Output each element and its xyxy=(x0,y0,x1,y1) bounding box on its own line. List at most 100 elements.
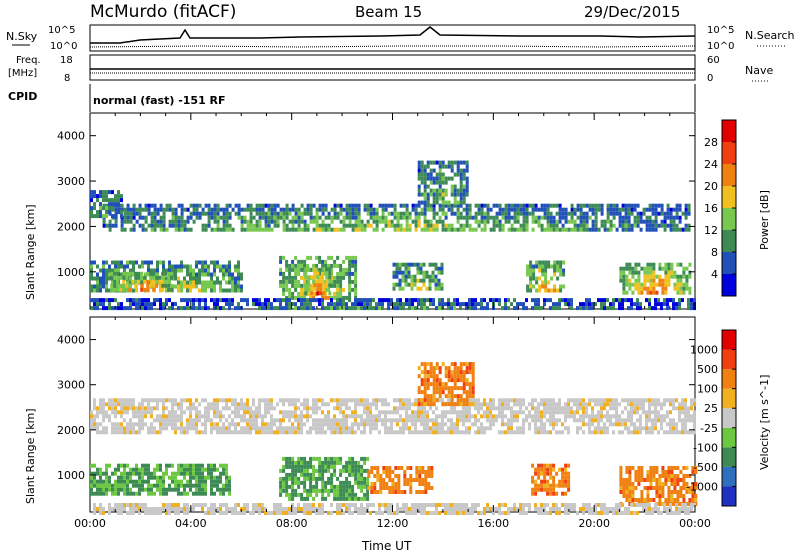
echo-cell xyxy=(685,282,689,287)
echo-cell xyxy=(657,418,660,423)
echo-cell xyxy=(396,298,399,303)
echo-cell xyxy=(672,215,676,220)
echo-cell xyxy=(399,203,403,208)
echo-cell xyxy=(144,479,147,484)
echo-cell xyxy=(444,203,448,208)
echo-cell xyxy=(649,470,653,474)
echo-cell xyxy=(559,268,563,273)
echo-cell xyxy=(183,276,186,281)
echo-cell xyxy=(357,496,361,501)
echo-cell xyxy=(541,264,545,269)
echo-cell xyxy=(246,398,249,403)
echo-cell xyxy=(150,483,153,488)
echo-cell xyxy=(456,219,460,224)
echo-cell xyxy=(652,470,656,474)
echo-cell xyxy=(639,414,642,419)
station-title: McMurdo (fitACF) xyxy=(90,2,236,22)
echo-cell xyxy=(219,479,222,484)
echo-cell xyxy=(207,410,210,415)
echo-cell xyxy=(553,284,557,289)
echo-cell xyxy=(415,478,419,482)
echo-cell xyxy=(424,486,428,490)
echo-cell xyxy=(264,410,267,415)
echo-cell xyxy=(300,430,303,435)
echo-cell xyxy=(427,482,431,486)
echo-cell xyxy=(531,227,535,232)
echo-cell xyxy=(394,482,398,486)
echo-cell xyxy=(357,402,360,407)
echo-cell xyxy=(430,486,434,490)
echo-cell xyxy=(690,430,693,435)
echo-cell xyxy=(300,219,304,224)
echo-cell xyxy=(119,275,123,280)
echo-cell xyxy=(342,215,346,220)
echo-cell xyxy=(423,398,427,403)
echo-cell xyxy=(279,410,282,415)
echo-cell xyxy=(285,203,289,208)
echo-cell xyxy=(393,418,396,423)
echo-cell xyxy=(513,398,516,403)
echo-cell xyxy=(456,160,460,165)
echo-cell xyxy=(513,211,517,216)
echo-cell xyxy=(240,227,244,232)
echo-cell xyxy=(657,410,660,415)
echo-cell xyxy=(99,268,102,273)
echo-cell xyxy=(303,402,306,407)
echo-cell xyxy=(180,211,184,216)
echo-cell xyxy=(201,483,204,488)
echo-cell xyxy=(414,402,417,407)
echo-cell xyxy=(348,267,352,272)
echo-cell xyxy=(304,291,308,296)
echo-cell xyxy=(165,302,168,307)
echo-cell xyxy=(531,211,535,216)
echo-cell xyxy=(609,227,613,232)
echo-cell xyxy=(195,398,198,403)
echo-cell xyxy=(594,430,597,435)
echo-cell xyxy=(150,280,153,285)
echo-cell xyxy=(579,223,583,228)
echo-cell xyxy=(297,418,300,423)
echo-cell xyxy=(423,410,426,415)
velocity-echo-layer xyxy=(90,362,698,515)
echo-cell xyxy=(348,203,352,208)
echo-cell xyxy=(666,215,670,220)
echo-cell xyxy=(513,402,516,407)
echo-cell xyxy=(507,219,511,224)
nave-tick-bottom: 0 xyxy=(707,73,713,84)
echo-cell xyxy=(303,227,307,232)
echo-cell xyxy=(591,219,595,224)
echo-cell xyxy=(648,418,651,423)
echo-cell xyxy=(667,274,671,279)
echo-cell xyxy=(117,483,120,488)
echo-cell xyxy=(529,260,533,265)
echo-cell xyxy=(113,287,117,292)
echo-cell xyxy=(318,398,321,403)
echo-cell xyxy=(303,480,307,485)
echo-cell xyxy=(150,398,153,403)
echo-cell xyxy=(585,223,589,228)
echo-cell xyxy=(567,463,571,468)
echo-cell xyxy=(147,302,150,307)
echo-cell xyxy=(404,270,408,275)
echo-cell xyxy=(435,414,438,419)
echo-cell xyxy=(174,398,177,403)
echo-cell xyxy=(177,402,180,407)
echo-cell xyxy=(420,406,423,411)
echo-cell xyxy=(138,475,141,480)
echo-cell xyxy=(327,418,330,423)
echo-cell xyxy=(222,272,225,277)
echo-cell xyxy=(676,466,680,470)
echo-cell xyxy=(282,298,285,303)
echo-cell xyxy=(189,268,192,273)
echo-cell xyxy=(363,492,367,497)
echo-cell xyxy=(105,306,108,311)
echo-cell xyxy=(597,422,600,427)
echo-cell xyxy=(405,418,408,423)
echo-cell xyxy=(651,418,654,423)
echo-cell xyxy=(501,406,504,411)
echo-cell xyxy=(342,422,345,427)
echo-cell xyxy=(174,479,177,484)
echo-cell xyxy=(423,390,427,395)
echo-cell xyxy=(459,374,463,379)
echo-cell xyxy=(582,227,586,232)
